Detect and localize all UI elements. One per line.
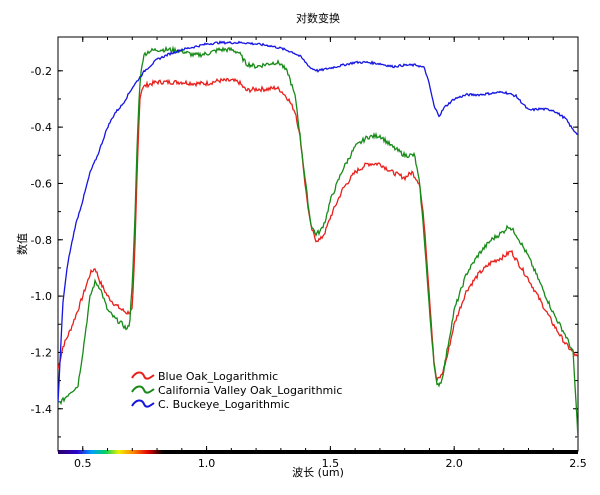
legend-label: California Valley Oak_Logarithmic — [158, 384, 342, 397]
legend-label: Blue Oak_Logarithmic — [158, 370, 278, 383]
y-axis-title: 数值 — [16, 233, 29, 255]
y-tick-label: -0.8 — [31, 234, 52, 247]
y-tick-label: -1.4 — [31, 403, 52, 416]
x-tick-label: 0.5 — [74, 457, 92, 470]
x-tick-label: 1.5 — [322, 457, 340, 470]
y-tick-label: -0.2 — [31, 65, 52, 78]
legend-swatch — [131, 399, 155, 408]
y-tick-label: -1.0 — [31, 290, 52, 303]
series-lines — [58, 40, 578, 440]
series-line-3 — [58, 40, 578, 403]
x-tick-label: 2.5 — [569, 457, 587, 470]
x-tick-label: 2.0 — [445, 457, 463, 470]
x-tick-label: 1.0 — [198, 457, 216, 470]
legend-label: C. Buckeye_Logarithmic — [158, 398, 290, 411]
series-line-2 — [58, 45, 578, 440]
wavelength-strip — [163, 450, 578, 454]
chart-title: 对数变换 — [296, 11, 340, 25]
x-axis-title: 波长 (um) — [292, 466, 344, 479]
series-line-1 — [58, 77, 578, 383]
tick-labels: 0.5 1.0 1.5 2.0 2.5 -0.2 -0.4 -0.6 -0.8 -1.0 -1.2 -… — [31, 65, 587, 470]
tick-marks — [57, 37, 579, 451]
y-tick-label: -0.6 — [31, 177, 52, 190]
legend-swatch — [131, 371, 155, 380]
y-tick-label: -0.4 — [31, 121, 52, 134]
visible-spectrum-bar — [58, 450, 163, 454]
y-tick-label: -1.2 — [31, 346, 52, 359]
plot-frame — [57, 36, 579, 452]
legend-swatch — [131, 385, 155, 394]
